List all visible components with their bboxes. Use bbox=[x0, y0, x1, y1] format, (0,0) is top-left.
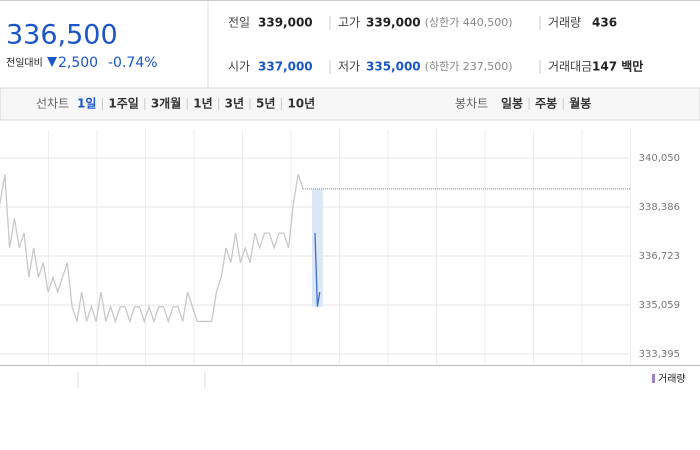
tab[interactable]: 10년 bbox=[287, 97, 315, 111]
info-note: (상한가 440,500) bbox=[425, 16, 513, 29]
info-value: 436 bbox=[592, 16, 617, 30]
legend-label: 거래량 bbox=[658, 373, 686, 385]
y-tick-label: 333,395 bbox=[639, 349, 680, 360]
tab[interactable]: 1년 bbox=[193, 97, 212, 111]
price-line bbox=[314, 233, 321, 307]
y-tick-label: 338,386 bbox=[639, 202, 680, 213]
tab[interactable]: 3년 bbox=[225, 97, 244, 111]
change: 2,500 bbox=[58, 55, 98, 71]
tab-group-label: 선차트 bbox=[36, 97, 69, 111]
info-label: 거래량 bbox=[548, 16, 581, 30]
legend-swatch bbox=[652, 374, 655, 383]
tab-bar bbox=[0, 87, 700, 121]
info-label: 저가 bbox=[338, 60, 360, 74]
tab[interactable]: 주봉 bbox=[535, 97, 557, 111]
info-label: 고가 bbox=[338, 16, 360, 30]
info-value: 147 백만 bbox=[592, 59, 643, 74]
info-grid: 전일 339,000 고가 339,000 (상한가 440,500) 거래량 436 시가 3… bbox=[228, 16, 643, 74]
tab[interactable]: 1주일 bbox=[108, 97, 138, 111]
y-tick-label: 335,059 bbox=[639, 300, 680, 311]
tab[interactable]: 일봉 bbox=[501, 97, 523, 111]
change-label: 전일대비 bbox=[6, 57, 43, 69]
y-tick-label: 340,050 bbox=[639, 153, 680, 164]
price-line bbox=[0, 173, 304, 324]
info-label: 시가 bbox=[228, 60, 250, 74]
tab[interactable]: 3개월 bbox=[151, 96, 181, 111]
tabs: 1일 1주일 3개월 1년 3년 5년 10년 일봉 주봉 월봉 bbox=[77, 96, 591, 111]
price: 336,500 bbox=[6, 20, 118, 51]
info-value: 337,000 bbox=[258, 60, 313, 74]
change-rate: -0.74% bbox=[108, 55, 158, 71]
info-note: (하한가 237,500) bbox=[425, 59, 513, 73]
info-label: 전일 bbox=[228, 16, 250, 30]
tab[interactable]: 5년 bbox=[256, 97, 275, 111]
down-arrow bbox=[47, 57, 57, 67]
info-value: 339,000 bbox=[258, 16, 313, 30]
y-tick-label: 336,723 bbox=[639, 251, 680, 262]
info-value: 339,000 bbox=[366, 16, 421, 30]
tab-group-label: 봉차트 bbox=[455, 97, 488, 111]
info-label: 거래대금 bbox=[548, 60, 592, 74]
highlight bbox=[312, 188, 323, 307]
tab[interactable]: 1일 bbox=[77, 97, 96, 111]
info-value: 335,000 bbox=[366, 60, 421, 74]
tab[interactable]: 월봉 bbox=[569, 96, 591, 111]
